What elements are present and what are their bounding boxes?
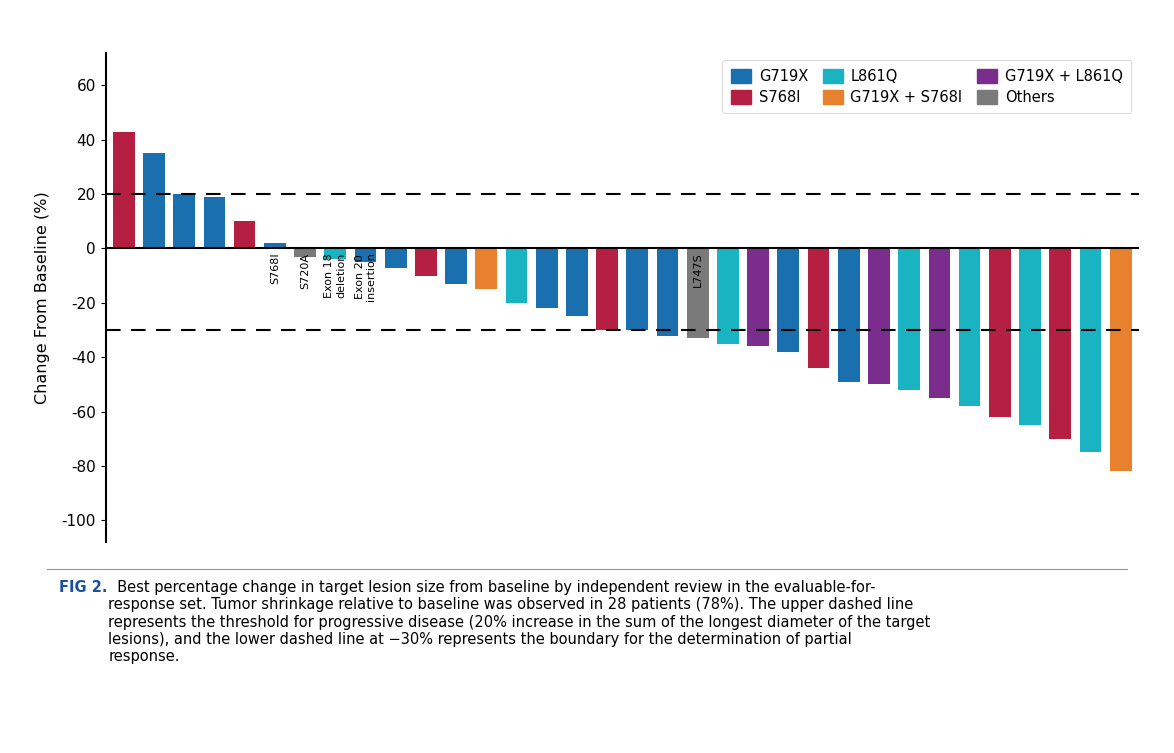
Bar	[1050, 248, 1071, 439]
Bar	[445, 248, 467, 284]
Text: L747S: L747S	[693, 252, 703, 288]
Bar	[838, 248, 859, 382]
Bar	[929, 248, 950, 398]
Text: Exon 20
insertion: Exon 20 insertion	[355, 252, 376, 301]
Bar	[808, 248, 830, 368]
Bar	[355, 248, 377, 262]
Bar	[143, 154, 164, 248]
Bar	[777, 248, 799, 352]
Text: Exon 18
deletion: Exon 18 deletion	[324, 252, 346, 298]
Bar	[1019, 248, 1041, 425]
Bar	[1080, 248, 1101, 453]
Text: S768I: S768I	[270, 252, 279, 284]
Bar	[295, 248, 316, 257]
Bar	[324, 248, 346, 259]
Text: S720A: S720A	[301, 252, 310, 288]
Bar	[898, 248, 920, 390]
Bar	[506, 248, 527, 303]
Text: Best percentage change in target lesion size from baseline by independent review: Best percentage change in target lesion …	[108, 580, 931, 664]
Bar	[475, 248, 497, 289]
Bar	[113, 132, 135, 248]
Bar	[748, 248, 769, 346]
Bar	[868, 248, 890, 385]
Bar	[385, 248, 406, 267]
Bar	[596, 248, 618, 330]
Bar	[234, 221, 256, 248]
Legend: G719X, S768I, L861Q, G719X + S768I, G719X + L861Q, Others: G719X, S768I, L861Q, G719X + S768I, G719…	[722, 60, 1132, 114]
Bar	[627, 248, 648, 330]
Bar	[535, 248, 558, 308]
Bar	[264, 243, 285, 248]
Bar	[687, 248, 709, 338]
Bar	[414, 248, 437, 276]
Bar	[656, 248, 679, 336]
Bar	[959, 248, 980, 406]
Text: FIG 2.: FIG 2.	[59, 580, 107, 595]
Y-axis label: Change From Baseline (%): Change From Baseline (%)	[35, 191, 50, 404]
Bar	[203, 197, 225, 248]
Bar	[1109, 248, 1132, 471]
Bar	[989, 248, 1011, 417]
Bar	[566, 248, 588, 316]
Bar	[717, 248, 738, 343]
Bar	[174, 194, 195, 248]
